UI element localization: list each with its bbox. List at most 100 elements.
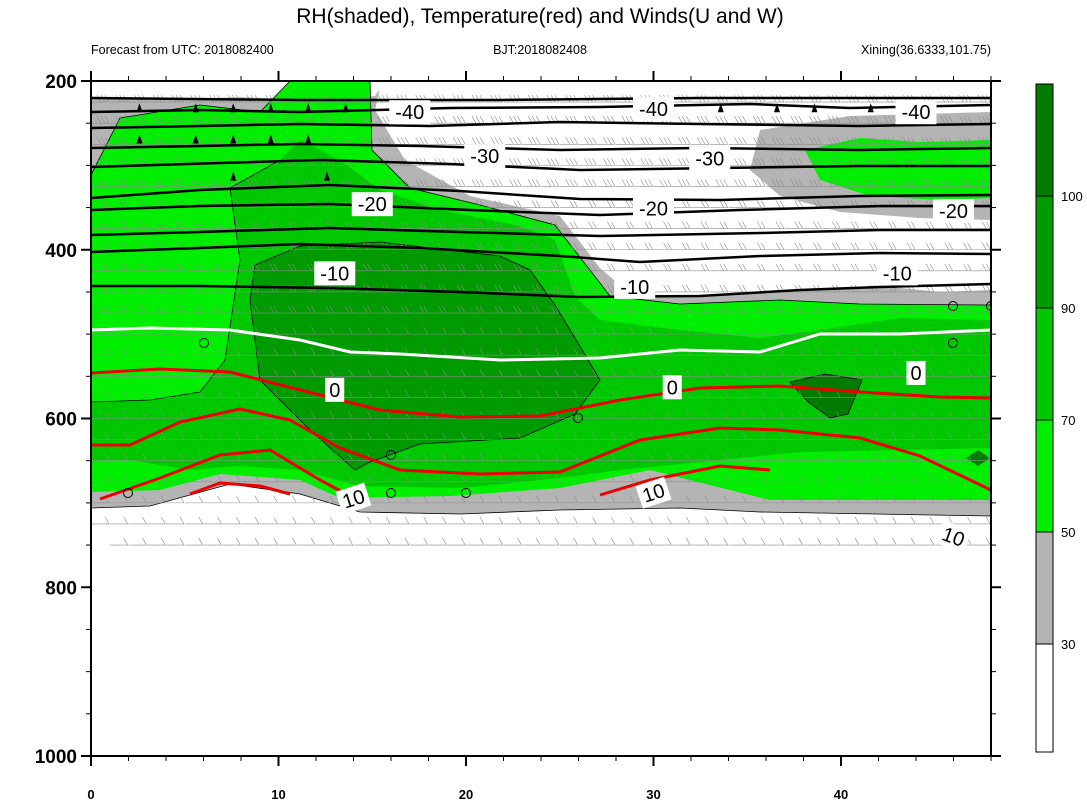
wind-barb-flag	[592, 390, 597, 398]
wind-barb-flag	[963, 242, 968, 250]
wind-barb-flag	[794, 242, 800, 250]
wind-barb-flag	[865, 179, 871, 187]
wind-barb-flag	[809, 158, 814, 166]
rh-clear-low	[91, 484, 991, 756]
wind-barb-flag	[442, 537, 447, 546]
wind-barb-flag	[1005, 137, 1009, 144]
wind-barb-flag	[869, 116, 875, 124]
wind-barb-flag	[835, 305, 841, 314]
wind-barb-flag	[419, 263, 425, 271]
wind-barb-flag	[160, 411, 166, 419]
wind-barb-flag	[381, 116, 387, 124]
wind-barb-flag	[719, 305, 725, 314]
wind-barb-flag	[535, 242, 541, 250]
wind-barb-flag	[104, 516, 110, 525]
wind-barb-flag	[967, 432, 972, 440]
wind-barb-flag	[452, 179, 458, 187]
wind-barb-flag	[479, 516, 485, 525]
wind-barb-flag	[602, 137, 608, 145]
wind-barb-flag	[235, 390, 241, 398]
wind-barb-flag	[681, 284, 687, 293]
wind-barb-flag	[273, 116, 279, 124]
wind-barb-flag	[494, 263, 500, 271]
wind-barb-flag	[704, 411, 710, 419]
wind-barb-flag	[227, 116, 233, 124]
wind-barb-flag	[734, 158, 739, 166]
wind-barb-flag	[648, 158, 654, 166]
colorbar-label: 50	[1061, 525, 1075, 540]
wind-barb-flag	[817, 137, 822, 145]
wind-barb-flag	[831, 263, 837, 271]
wind-barb-flag	[160, 221, 166, 229]
wind-barb-flag	[400, 179, 406, 187]
wind-barb-flag	[648, 411, 654, 419]
wind-barb-flag	[846, 116, 852, 124]
x-axis: 0 10 20 30 40	[87, 71, 992, 802]
wind-barb-flag	[835, 369, 841, 377]
wind-barb-flag	[367, 305, 372, 314]
wind-barb-flag	[738, 305, 743, 314]
wind-barb-flag	[663, 221, 668, 229]
wind-barb-flag	[359, 137, 364, 145]
wind-barb-flag	[719, 284, 725, 293]
wind-barb-flag	[817, 305, 822, 314]
wind-barb-flag	[385, 411, 391, 419]
wind-barb-flag	[123, 263, 129, 271]
wind-barb-flag	[742, 200, 747, 208]
wind-barb-flag	[479, 242, 485, 250]
wind-barb-flag	[254, 516, 260, 525]
wind-barb-flag	[535, 158, 541, 166]
wind-barb-flag	[273, 305, 279, 314]
wind-barb-flag	[1005, 222, 1009, 229]
wind-barb-flag	[592, 221, 597, 229]
wind-barb-flag	[554, 200, 560, 208]
wind-barb-flag	[385, 390, 391, 398]
wind-barb-flag	[100, 158, 106, 166]
contour-label: -40	[633, 96, 674, 121]
wind-barb-flag	[648, 242, 654, 250]
wind-barb-flag	[625, 305, 631, 314]
wind-barb-flag	[985, 242, 991, 250]
wind-barb-flag	[929, 348, 935, 356]
wind-barb-flag	[377, 116, 383, 124]
wind-barb-flag	[460, 390, 466, 398]
wind-barb-flag	[775, 221, 781, 229]
wind-barb-flag	[831, 116, 837, 124]
wind-barb-flag	[967, 158, 972, 166]
wind-barb-flag	[531, 242, 537, 250]
wind-barb-flag	[629, 242, 635, 250]
wind-barb-flag	[209, 116, 214, 124]
wind-barb-flag	[100, 116, 106, 124]
wind-barb-flag	[554, 390, 560, 398]
wind-barb-flag	[869, 158, 875, 166]
wind-barb-flag	[985, 390, 991, 398]
contour-label: -40	[389, 100, 431, 125]
wind-barb-flag	[700, 305, 706, 314]
wind-barb-flag	[760, 432, 766, 440]
wind-barb-flag	[250, 137, 256, 145]
wind-barb-flag	[119, 200, 125, 208]
wind-barb-flag	[550, 179, 556, 187]
wind-barb-flag	[100, 179, 106, 187]
wind-barb-flag	[385, 305, 391, 314]
wind-barb-flag	[217, 537, 222, 546]
wind-barb-flag	[400, 221, 406, 229]
wind-barb-flag	[246, 137, 252, 145]
wind-barb-flag	[573, 348, 579, 356]
wind-barb-flag	[367, 116, 372, 124]
contour-label-box	[933, 198, 974, 223]
wind-barb-flag	[756, 221, 762, 229]
wind-barb-flag	[779, 348, 785, 356]
wind-barb-flag	[967, 179, 972, 187]
wind-barb-flag	[479, 263, 485, 271]
wind-barb-flag	[348, 326, 354, 335]
wind-barb-flag	[348, 411, 354, 419]
wind-barb-flag	[704, 495, 710, 504]
wind-barb-flag	[813, 200, 818, 208]
wind-barb-flag	[100, 200, 106, 208]
wind-barb-flag	[404, 537, 410, 546]
wind-barb-flag	[696, 137, 702, 145]
wind-barb-flag	[704, 326, 710, 335]
wind-barb-flag	[269, 116, 275, 124]
wind-barb-flag	[235, 179, 241, 187]
